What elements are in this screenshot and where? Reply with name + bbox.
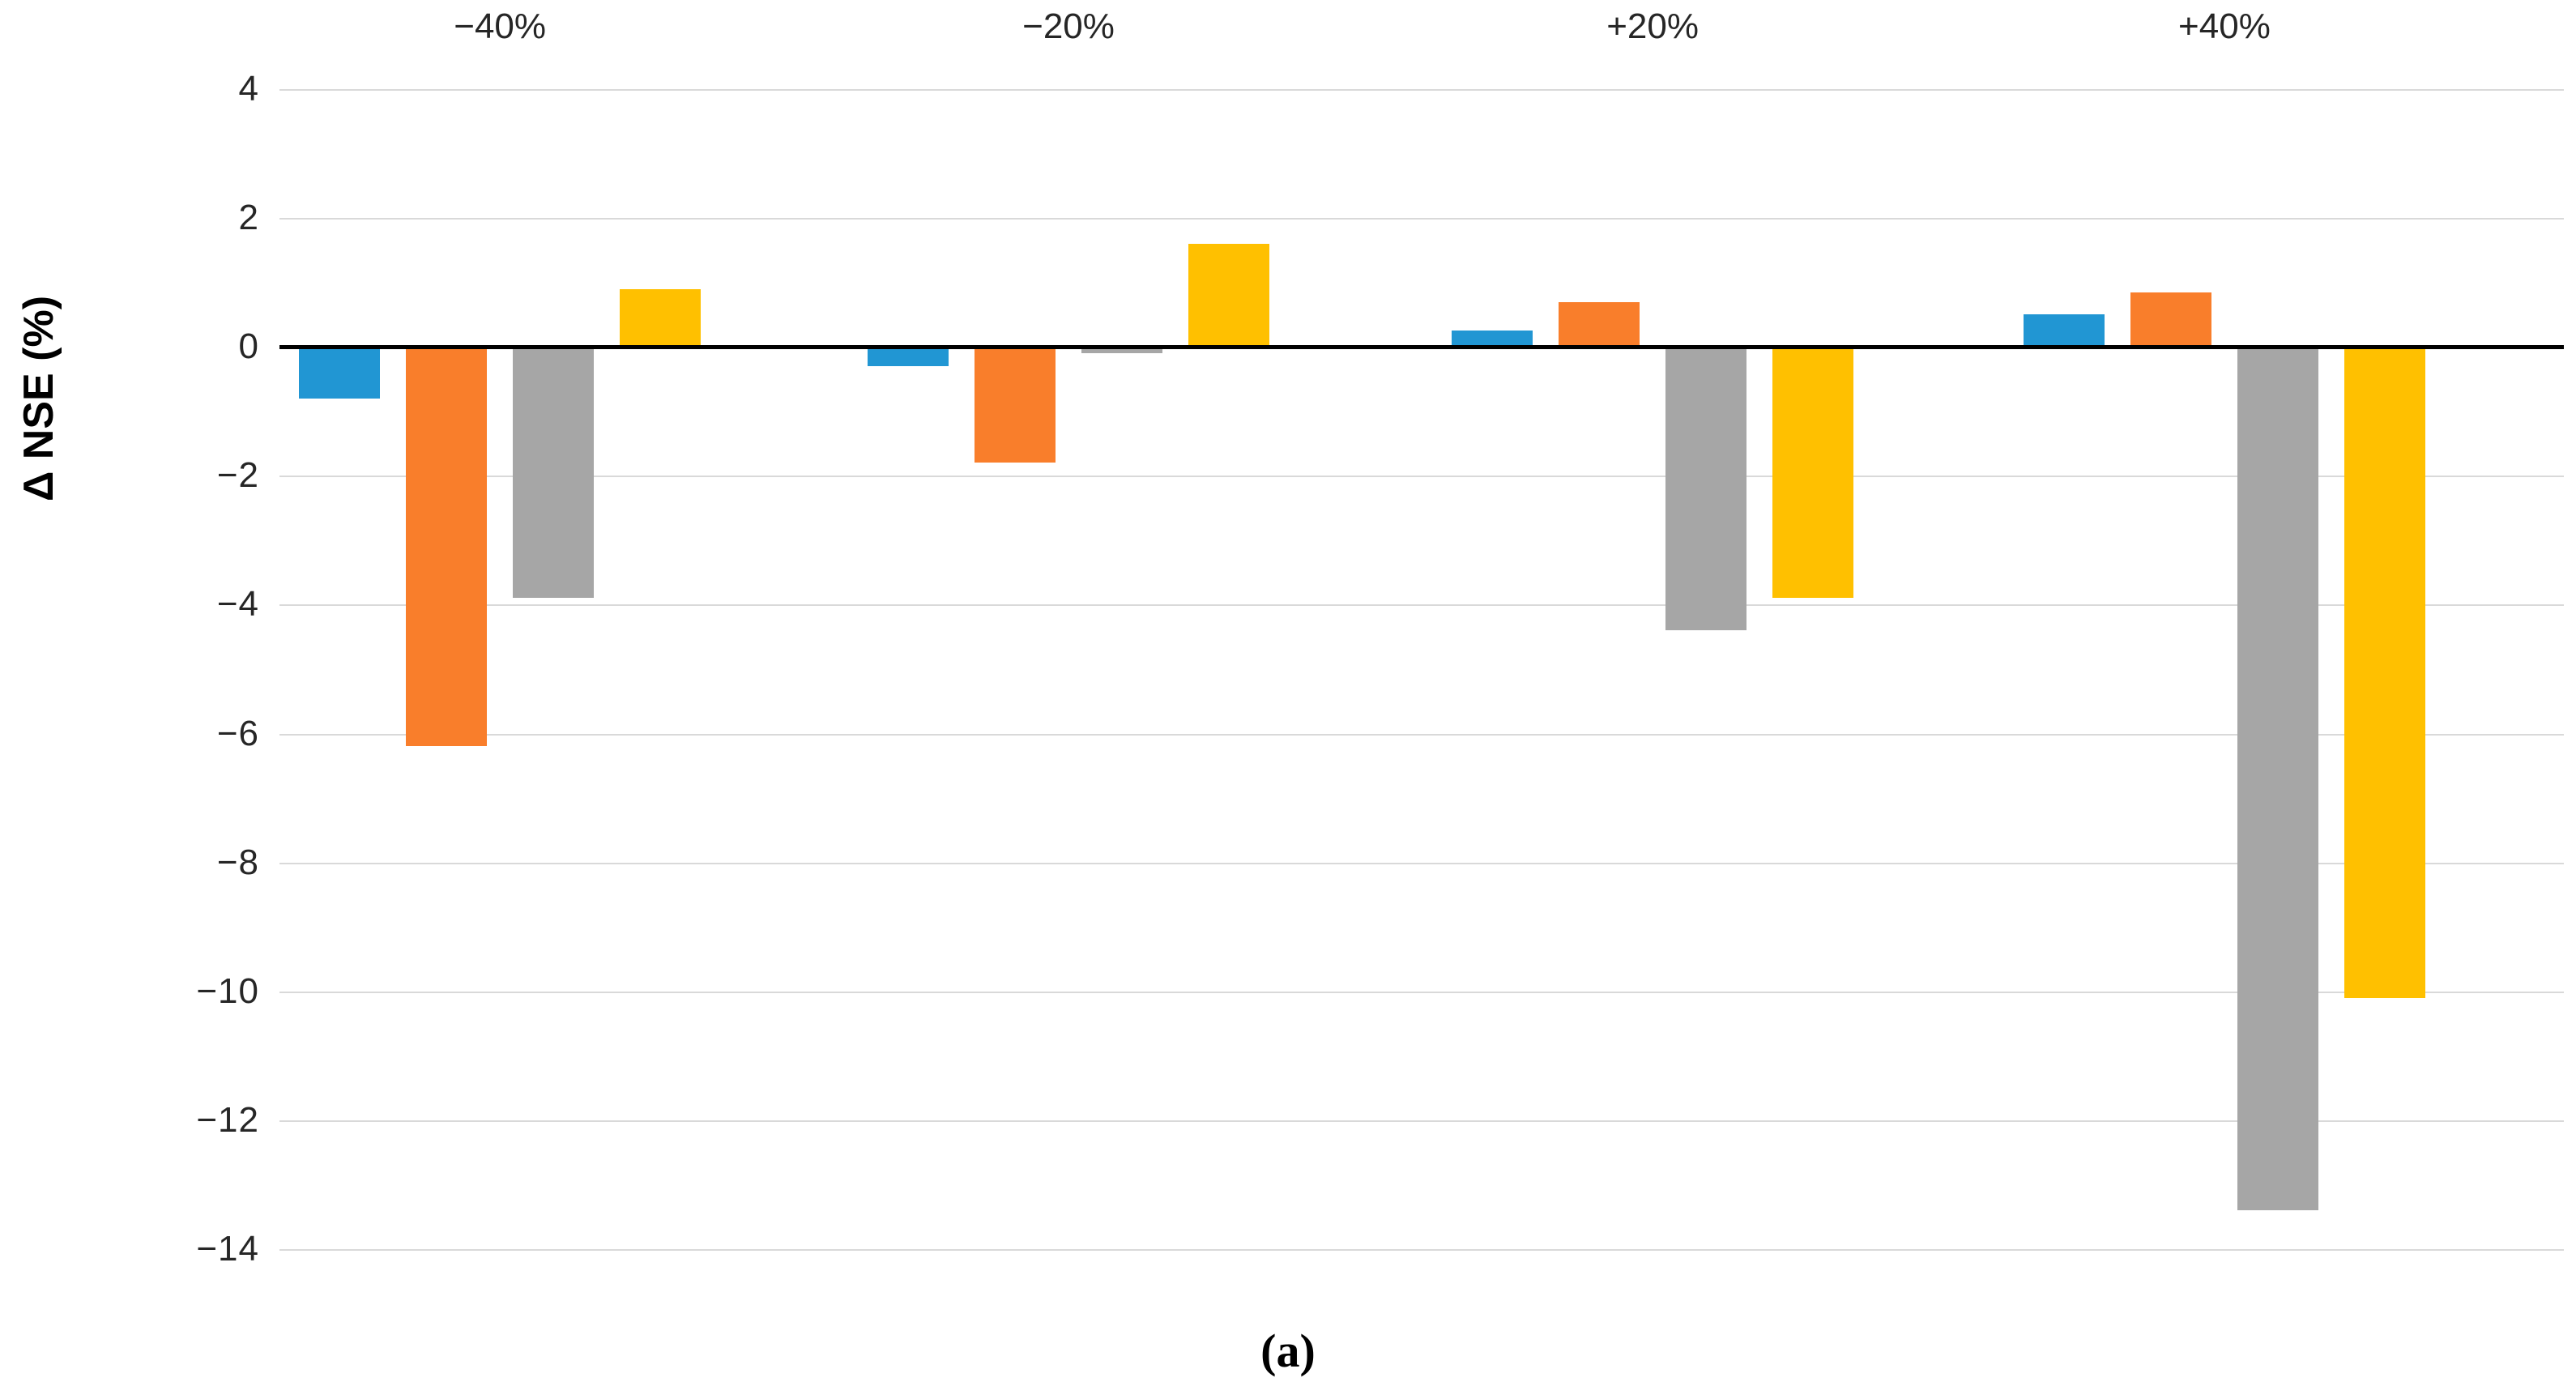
bar-series-gray-+40%	[2237, 347, 2318, 1211]
y-tick-label: 0	[238, 326, 259, 367]
bar-slot	[1188, 89, 1270, 1249]
bar-slot	[2023, 89, 2105, 1249]
bar-slot	[406, 89, 488, 1249]
plot-area: −40% −20% +20% +40%	[279, 6, 2564, 1251]
gridline-y-−4	[279, 604, 2564, 607]
bar-slot	[1559, 89, 1640, 1249]
bar-slot	[2130, 89, 2211, 1249]
bar-series-blue-−20%	[868, 347, 949, 367]
y-tick-label: 2	[238, 198, 259, 238]
bar-series-yellow-+40%	[2344, 347, 2425, 998]
y-axis-title: Δ NSE (%)	[15, 295, 62, 502]
y-tick-label: −12	[196, 1099, 259, 1140]
bar-series-blue-−40%	[299, 347, 381, 399]
category-label-3: +20%	[1606, 6, 1699, 46]
gridline-y-−6	[279, 733, 2564, 736]
y-tick-label: −2	[216, 455, 259, 496]
bar-series-blue-+20%	[1452, 331, 1533, 348]
bar-series-yellow-+20%	[1772, 347, 1854, 599]
bar-slot	[1081, 89, 1163, 1249]
bar-series-yellow-−40%	[620, 288, 702, 348]
x-axis-zero-line	[279, 345, 2564, 350]
y-tick-label: −14	[196, 1229, 259, 1269]
y-tick-label: 4	[238, 69, 259, 109]
category-label-2: −20%	[1022, 6, 1115, 46]
bar-slot	[1665, 89, 1747, 1249]
gridline-y-4	[279, 89, 2564, 91]
bar-slot	[513, 89, 595, 1249]
bar-slot	[2344, 89, 2425, 1249]
figure-caption: (a)	[1260, 1324, 1316, 1377]
gridline-y-−10	[279, 991, 2564, 993]
bar-series-orange-−20%	[975, 347, 1056, 463]
bar-series-gray-+20%	[1665, 347, 1747, 631]
gridline-y-−14	[279, 1249, 2564, 1251]
bar-series-gray-−20%	[1081, 347, 1163, 354]
bar-slot	[868, 89, 949, 1249]
category-label-1: −40%	[454, 6, 547, 46]
bar-series-orange-−40%	[406, 347, 488, 747]
gridline-y-2	[279, 218, 2564, 220]
bar-slot	[620, 89, 702, 1249]
bar-series-gray-−40%	[513, 347, 595, 599]
y-tick-label: −8	[216, 842, 259, 882]
bar-group-3	[1452, 89, 1854, 1249]
bar-group-2	[868, 89, 1270, 1249]
y-tick-label: −10	[196, 970, 259, 1011]
bar-slot	[975, 89, 1056, 1249]
category-label-4: +40%	[2178, 6, 2271, 46]
bar-group-1	[299, 89, 702, 1249]
bar-series-yellow-−20%	[1188, 243, 1270, 348]
gridline-y-−8	[279, 862, 2564, 864]
bar-slot	[2237, 89, 2318, 1249]
bar-slot	[1772, 89, 1854, 1249]
gridline-y-−2	[279, 476, 2564, 478]
bar-slot	[1452, 89, 1533, 1249]
bar-series-blue-+40%	[2023, 314, 2105, 348]
bar-series-orange-+20%	[1559, 301, 1640, 348]
y-tick-label: −4	[216, 584, 259, 625]
gridline-y-−12	[279, 1120, 2564, 1122]
bar-slot	[299, 89, 381, 1249]
y-tick-label: −6	[216, 713, 259, 753]
bar-group-4	[2023, 89, 2425, 1249]
bar-series-orange-+40%	[2130, 292, 2211, 348]
